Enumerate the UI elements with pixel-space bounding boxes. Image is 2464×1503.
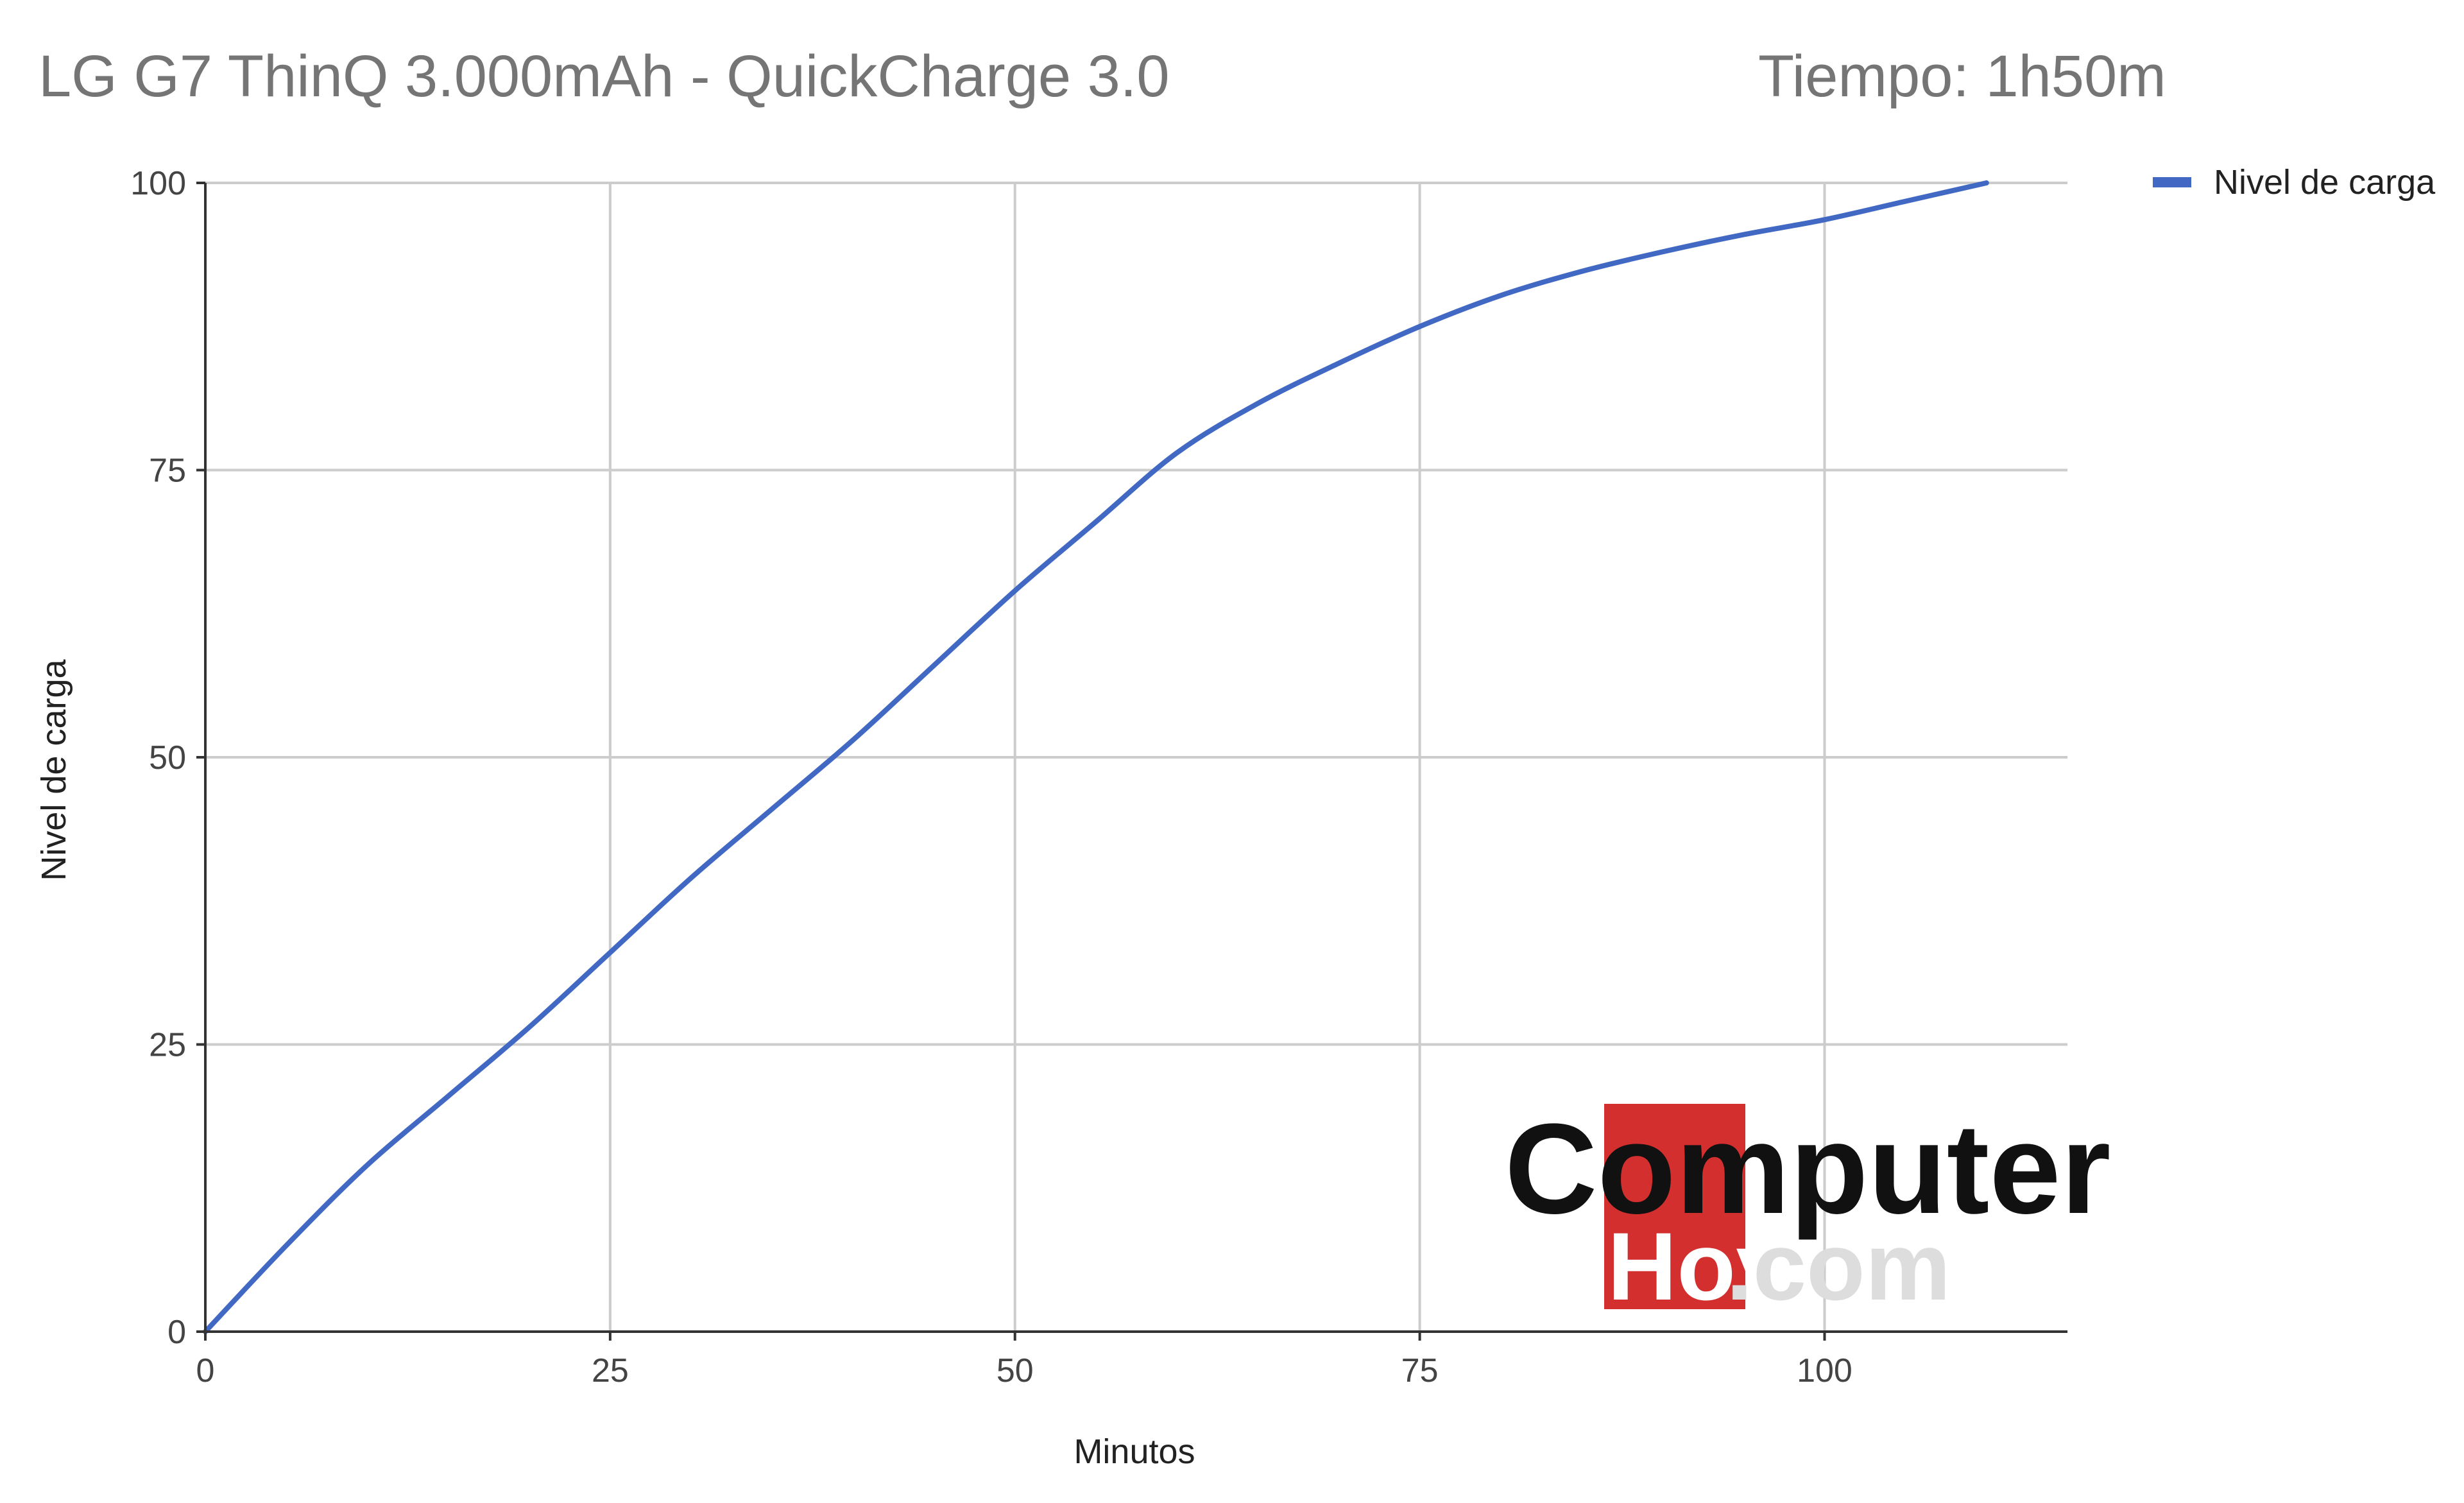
x-tick-label: 75 <box>1401 1352 1439 1389</box>
y-axis-title: Nivel de carga <box>35 658 73 880</box>
legend-label: Nivel de carga <box>2214 163 2436 202</box>
legend: Nivel de carga <box>2153 163 2436 202</box>
logo-computer-text: Computer <box>1505 1097 2110 1241</box>
y-tick-label: 50 <box>149 739 186 777</box>
tick-labels: 0 25 50 75 100 0 25 50 75 100 <box>130 165 1852 1389</box>
y-tick-label: 100 <box>130 165 186 202</box>
logo-red-block <box>1604 1104 1745 1309</box>
grid <box>205 182 2067 1332</box>
axes <box>196 182 2067 1341</box>
y-tick-label: 25 <box>149 1027 186 1064</box>
x-axis-title: Minutos <box>1074 1432 1195 1471</box>
legend-swatch <box>2153 177 2191 187</box>
series-layer <box>203 180 1989 1334</box>
computerhoy-logo: Computer Hoy .com <box>1505 1097 2110 1320</box>
x-tick-label: 25 <box>592 1352 629 1389</box>
y-tick-label: 75 <box>149 452 186 490</box>
x-tick-label: 0 <box>196 1352 215 1389</box>
chart-title: LG G7 ThinQ 3.000mAh - QuickCharge 3.0 <box>38 44 1170 109</box>
chart-subtitle: Tiempo: 1h50m <box>1758 44 2166 109</box>
x-tick-label: 100 <box>1797 1352 1852 1389</box>
series-line-0 <box>203 180 1989 1334</box>
logo-hoy-text: Hoy <box>1607 1212 1789 1320</box>
y-tick-label: 0 <box>167 1314 186 1351</box>
logo-com-text: .com <box>1726 1212 1951 1320</box>
x-tick-label: 50 <box>997 1352 1034 1389</box>
